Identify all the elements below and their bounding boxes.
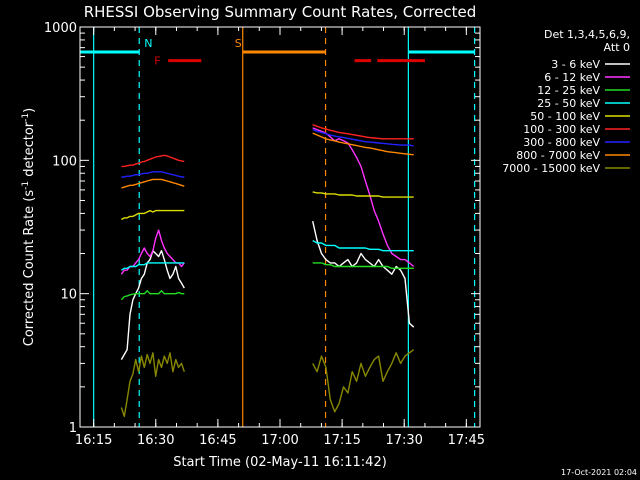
legend-entry-label: 300 - 800 keV — [523, 136, 600, 149]
series-line — [121, 209, 185, 221]
series-line — [312, 220, 415, 328]
flag-label: F — [154, 55, 160, 68]
legend-entry-label: 6 - 12 keV — [544, 71, 600, 84]
legend-title-line: Det 1,3,4,5,6,9, — [544, 28, 630, 41]
series-line — [121, 178, 185, 189]
series-line — [121, 154, 185, 168]
series-line — [312, 191, 414, 198]
series-line — [121, 171, 185, 178]
y-tick-label: 10 — [60, 288, 77, 303]
series-line — [312, 132, 414, 156]
series-line — [312, 127, 415, 268]
series-line — [312, 349, 415, 413]
series-line — [120, 352, 185, 418]
series-line — [121, 262, 185, 271]
legend-title-line: Att 0 — [604, 41, 630, 54]
legend-entry-label: 3 - 6 keV — [551, 58, 600, 71]
legend-entry-label: 12 - 25 keV — [537, 84, 600, 97]
y-tick-label: 100 — [52, 154, 77, 169]
legend-entry-label: 50 - 100 keV — [530, 110, 600, 123]
y-axis-label-part: ) — [22, 108, 37, 113]
x-axis-label: Start Time (02-May-11 16:11:42) — [173, 455, 387, 470]
series-line — [312, 239, 414, 252]
marker-label: N — [144, 37, 152, 50]
legend-entry-label: 800 - 7000 keV — [516, 149, 600, 162]
chart-title: RHESSI Observing Summary Count Rates, Co… — [84, 3, 477, 21]
data-series — [120, 124, 415, 418]
series-line — [312, 262, 414, 269]
y-tick-label: 1000 — [44, 21, 77, 36]
legend-entry-label: 25 - 50 keV — [537, 97, 600, 110]
series-line — [120, 290, 185, 301]
y-tick-label: 1 — [69, 421, 77, 436]
y-axis-label-exponent: -1 — [21, 113, 31, 122]
marker-labels: N S F — [144, 37, 242, 68]
legend-entry-label: 100 - 300 keV — [523, 123, 600, 136]
x-tick-label: 16:15 — [75, 433, 112, 448]
marker-label: S — [235, 37, 242, 50]
marker-lines — [93, 27, 476, 427]
y-axis-label: Corrected Count Rate (s-1 detector-1) — [21, 108, 37, 346]
timestamp: 17-Oct-2021 02:04 — [561, 468, 637, 477]
x-tick-label: 17:30 — [385, 433, 422, 448]
y-axis-label-part: detector — [22, 121, 37, 181]
flag-bars — [80, 50, 475, 63]
axes: 16:15 16:30 16:45 17:00 17:15 17:30 17:45 1 10 10… — [44, 21, 485, 448]
y-axis-label-exponent: -1 — [21, 181, 31, 190]
y-axis-label-part: Corrected Count Rate (s — [22, 190, 37, 347]
x-tick-label: 17:00 — [261, 433, 298, 448]
x-tick-label: 17:45 — [448, 433, 485, 448]
series-line — [312, 124, 414, 140]
x-tick-label: 16:45 — [199, 433, 236, 448]
legend-entry-label: 7000 - 15000 keV — [502, 162, 600, 175]
series-line — [312, 128, 414, 147]
x-tick-label: 16:30 — [137, 433, 174, 448]
x-tick-label: 17:15 — [323, 433, 360, 448]
